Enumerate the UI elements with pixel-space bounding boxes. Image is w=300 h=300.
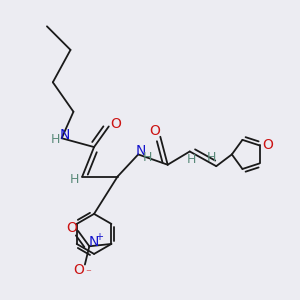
Text: O: O xyxy=(150,124,160,138)
Text: +: + xyxy=(95,232,103,242)
Text: H: H xyxy=(187,153,196,166)
Text: H: H xyxy=(69,173,79,186)
Text: H: H xyxy=(142,151,152,164)
Text: H: H xyxy=(50,133,60,146)
Text: O: O xyxy=(110,117,121,131)
Text: O: O xyxy=(66,221,77,235)
Text: O: O xyxy=(74,263,84,277)
Text: N: N xyxy=(88,235,99,249)
Text: N: N xyxy=(60,128,70,142)
Text: O: O xyxy=(262,138,273,152)
Text: N: N xyxy=(136,144,146,158)
Text: ⁻: ⁻ xyxy=(85,268,91,278)
Text: H: H xyxy=(207,152,217,164)
